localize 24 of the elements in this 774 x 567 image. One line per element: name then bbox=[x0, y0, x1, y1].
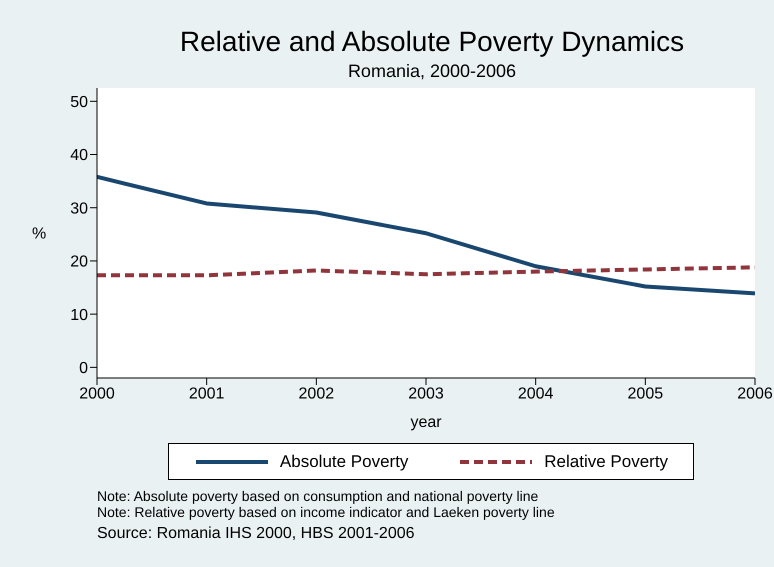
x-tick-label: 2003 bbox=[408, 385, 444, 402]
text: Note: Absolute poverty based on consumption and national poverty line bbox=[97, 488, 540, 504]
chart-subtitle: Romania, 2000-2006 bbox=[346, 61, 518, 82]
x-tick-label: 2001 bbox=[188, 385, 225, 402]
y-tick-label: 40 bbox=[70, 147, 88, 164]
x-tick-label: 2006 bbox=[737, 385, 773, 402]
legend-label: Absolute Poverty bbox=[280, 452, 408, 472]
y-tick-label: 20 bbox=[70, 254, 88, 271]
legend-label: Relative Poverty bbox=[544, 452, 668, 472]
y-tick-label: 10 bbox=[70, 306, 88, 324]
y-tick-label: 30 bbox=[70, 200, 88, 218]
line-series bbox=[97, 265, 755, 278]
y-tick-label: 0 bbox=[79, 360, 88, 378]
text: Note: Relative poverty based on income indicator and Laeken poverty line bbox=[97, 504, 555, 520]
chart-title: Relative and Absolute Poverty Dynamics bbox=[178, 26, 686, 58]
x-tick-label: 2002 bbox=[298, 385, 334, 402]
source-note: Source: Romania IHS 2000, HBS 2001-2006 bbox=[97, 525, 416, 542]
y-tick-label: 50 bbox=[70, 94, 88, 111]
x-tick-label: 2004 bbox=[518, 385, 554, 402]
line-series bbox=[97, 174, 755, 296]
x-axis-title: year bbox=[410, 414, 442, 431]
x-tick-label: 2000 bbox=[79, 385, 115, 402]
y-axis-title: % bbox=[32, 226, 46, 243]
x-tick-label: 2005 bbox=[628, 385, 664, 402]
